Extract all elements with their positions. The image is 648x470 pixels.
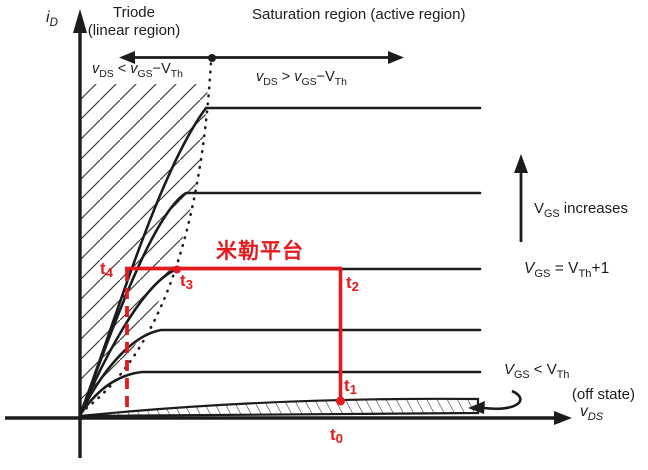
y-axis <box>73 9 87 458</box>
vgs-increases-label: VGS increases <box>534 200 628 220</box>
iv-curve-2 <box>78 191 482 417</box>
saturation-region-title: Saturation region (active region) <box>252 6 466 23</box>
id-axis-label: iD <box>46 9 58 30</box>
triode-region-title: Triode (linear region) <box>87 4 181 39</box>
t0-dot <box>336 396 345 406</box>
t0-marker: t0 <box>330 425 344 446</box>
vgs-threshold-label: VGS = VTh+1 <box>524 260 610 281</box>
region-divider-dot <box>208 54 216 62</box>
iv-curve-5 <box>78 370 482 417</box>
x-axis <box>5 411 572 425</box>
t3-dot <box>173 265 181 274</box>
t2-marker: t2 <box>346 273 360 294</box>
t3-marker: t3 <box>180 271 194 292</box>
vgs-increase-arrow <box>514 154 528 242</box>
saturation-condition: vDS > vGS−VTh <box>256 69 347 88</box>
boundary-curve <box>78 60 213 415</box>
iv-curves <box>78 106 482 417</box>
vds-axis-label: vDS <box>580 403 604 424</box>
vgs-off-label: VGS < VTh <box>504 361 570 381</box>
off-state-arrow <box>468 389 522 414</box>
off-state-band <box>79 397 480 418</box>
iv-curve-3 <box>78 267 482 417</box>
iv-curve-4 <box>78 328 482 417</box>
triode-extent-arrow <box>119 51 212 64</box>
t1-marker: t1 <box>344 376 358 397</box>
miller-plateau-label: 米勒平台 <box>216 240 304 263</box>
t4-marker: t4 <box>100 259 114 280</box>
off-state-label: (off state) <box>571 386 635 403</box>
saturation-extent-arrow <box>212 51 404 64</box>
triode-condition: vDS < vGS−VTh <box>92 61 183 80</box>
